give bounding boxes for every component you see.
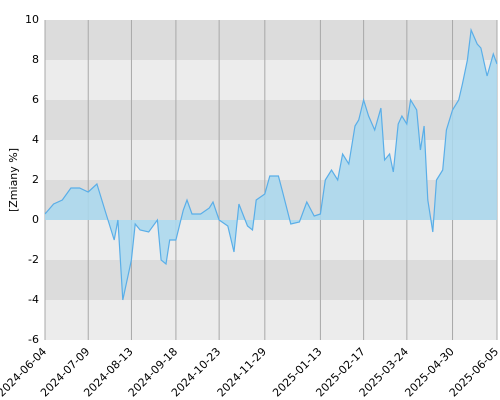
y-tick-label: 10 [25,13,39,26]
x-tick-label: 2024-11-29 [215,345,269,399]
line [44,27,498,301]
y-tick-label: 2 [32,173,39,186]
area [45,30,497,300]
y-tick-label: -4 [28,293,39,306]
y-tick-label: -6 [28,333,39,346]
y-tick-label: 8 [32,53,39,66]
y-axis-label: [Zmiany %] [7,148,20,212]
band [45,140,497,180]
band [45,100,497,140]
band [45,20,497,60]
y-tick-label: 4 [32,133,39,146]
y-tick-label: -2 [28,253,39,266]
y-tick-label: 0 [32,213,39,226]
band [45,60,497,100]
band [45,300,497,340]
band [45,260,497,300]
y-tick-label: 6 [32,93,39,106]
